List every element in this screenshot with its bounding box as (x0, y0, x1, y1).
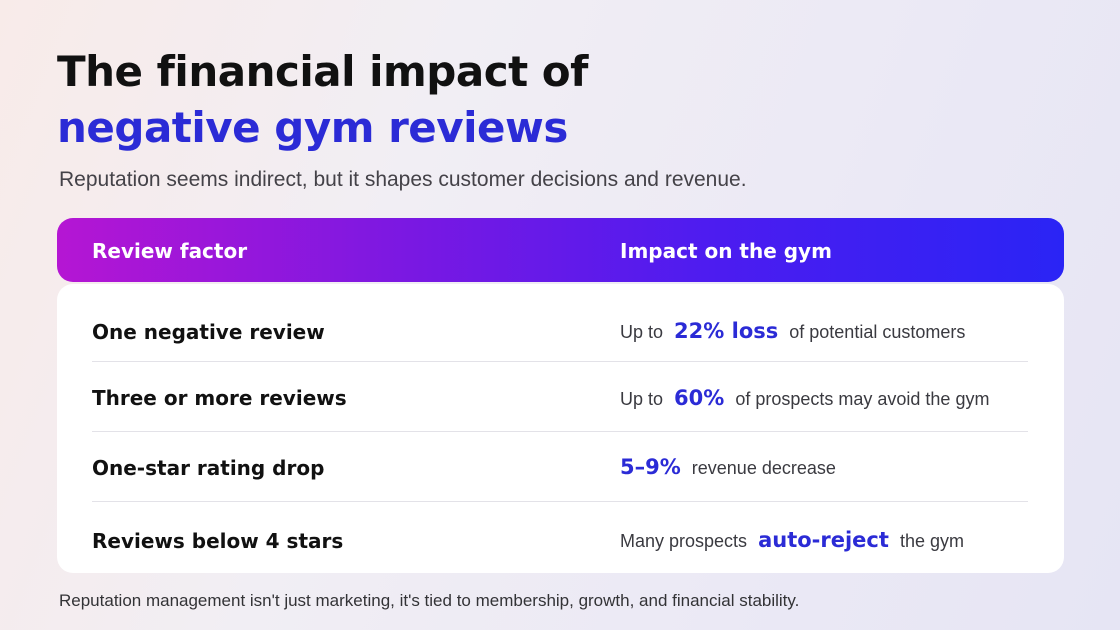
table-header: Review factor Impact on the gym (57, 218, 1064, 282)
title-line-2-highlight: negative gym reviews (57, 103, 568, 152)
impact-highlight: 60% (674, 386, 725, 410)
review-factor-cell: One-star rating drop (92, 456, 325, 480)
impact-highlight: 22% loss (674, 319, 779, 343)
review-factor-cell: Reviews below 4 stars (92, 529, 344, 553)
table-body: One negative review Up to 22% loss of po… (57, 284, 1064, 573)
impact-text-after: the gym (899, 531, 964, 551)
page-title: The financial impact of negative gym rev… (57, 44, 588, 156)
impact-cell: Up to 22% loss of potential customers (620, 319, 965, 343)
impact-text-before: Up to (620, 322, 664, 342)
impact-cell: Up to 60% of prospects may avoid the gym (620, 386, 989, 410)
subtitle: Reputation seems indirect, but it shapes… (59, 168, 747, 191)
table-row: Reviews below 4 stars Many prospects aut… (92, 501, 1028, 573)
table-row: Three or more reviews Up to 60% of prosp… (92, 361, 1028, 432)
impact-text-after: of potential customers (789, 322, 966, 342)
review-factor-cell: One negative review (92, 320, 325, 344)
impact-cell: 5–9% revenue decrease (620, 455, 836, 479)
table-row: One-star rating drop 5–9% revenue decrea… (92, 431, 1028, 502)
table-row: One negative review Up to 22% loss of po… (92, 284, 1028, 362)
impact-text-before: Up to (620, 389, 664, 409)
impact-text-after: revenue decrease (691, 458, 836, 478)
impact-text-before: Many prospects (620, 531, 748, 551)
footer-note: Reputation management isn't just marketi… (59, 591, 800, 610)
column-header-impact: Impact on the gym (620, 239, 832, 263)
impact-highlight: auto-reject (758, 528, 889, 552)
impact-highlight: 5–9% (620, 455, 681, 479)
column-header-review-factor: Review factor (92, 239, 248, 263)
review-factor-cell: Three or more reviews (92, 386, 347, 410)
impact-cell: Many prospects auto-reject the gym (620, 528, 964, 552)
title-line-1: The financial impact of (57, 47, 588, 96)
impact-text-after: of prospects may avoid the gym (735, 389, 990, 409)
